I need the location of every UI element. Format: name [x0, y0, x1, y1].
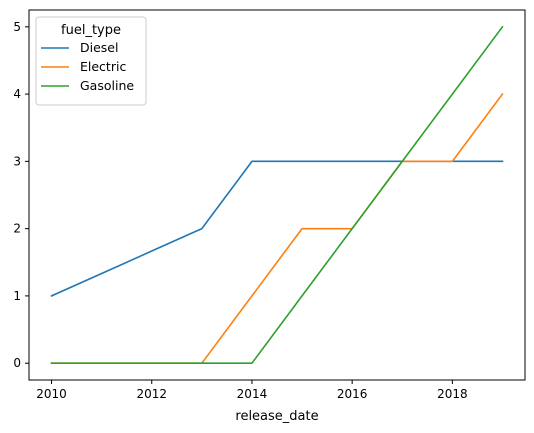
- y-tick-label: 1: [13, 289, 21, 303]
- x-axis: 2010 2012 2014 2016 2018: [36, 380, 468, 401]
- y-tick-label: 5: [13, 20, 21, 34]
- legend-label-diesel: Diesel: [80, 40, 118, 55]
- x-tick-label: 2016: [337, 387, 368, 401]
- x-tick-label: 2012: [136, 387, 167, 401]
- legend-entries: Diesel Electric Gasoline: [41, 40, 134, 93]
- y-tick-label: 2: [13, 222, 21, 236]
- y-axis: 0 1 2 3 4 5: [13, 20, 29, 370]
- x-tick-label: 2010: [36, 387, 67, 401]
- legend-label-electric: Electric: [80, 59, 126, 74]
- series-layer: [50, 25, 504, 364]
- x-tick-label: 2014: [237, 387, 268, 401]
- legend-box: [35, 16, 147, 106]
- legend-title: fuel_type: [61, 23, 121, 38]
- y-tick-label: 4: [13, 87, 21, 101]
- series-line-gasoline: [50, 25, 504, 364]
- legend-label-gasoline: Gasoline: [80, 78, 134, 93]
- plot-frame: [28, 9, 526, 381]
- x-axis-label: release_date: [235, 409, 318, 424]
- legend: fuel_type Diesel Electric Gasoline: [35, 16, 147, 106]
- x-tick-label: 2018: [437, 387, 468, 401]
- y-tick-label: 0: [13, 356, 21, 370]
- y-tick-label: 3: [13, 154, 21, 168]
